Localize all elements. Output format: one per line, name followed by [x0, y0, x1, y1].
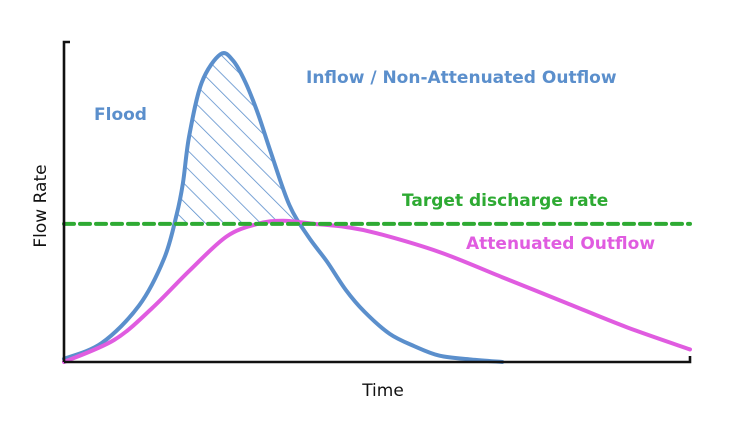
- annotation-flood: Flood: [94, 105, 147, 125]
- flood-shaded-region: [174, 53, 300, 224]
- annotation-attenuated-outflow: Attenuated Outflow: [466, 234, 655, 254]
- y-axis-title: Flow Rate: [31, 164, 51, 247]
- y-axis-line: [62, 40, 70, 362]
- x-axis-line: [64, 356, 692, 364]
- x-axis-title: Time: [361, 381, 404, 401]
- axes: [62, 40, 692, 364]
- plot-area: [62, 51, 692, 364]
- annotation-inflow-series-label: Inflow / Non-Attenuated Outflow: [306, 68, 617, 88]
- series-line-inflow-non-attenuated-outflow: [62, 51, 505, 364]
- annotation-target-discharge-rate: Target discharge rate: [402, 191, 608, 211]
